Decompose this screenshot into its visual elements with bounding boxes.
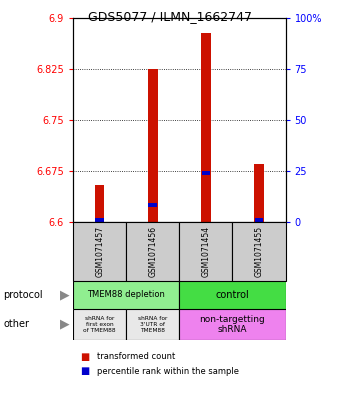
- Text: ■: ■: [80, 352, 89, 362]
- Bar: [126, 222, 180, 281]
- Bar: [201, 33, 211, 222]
- Bar: [179, 222, 233, 281]
- Bar: [73, 309, 126, 340]
- Text: TMEM88 depletion: TMEM88 depletion: [87, 290, 165, 299]
- Bar: [255, 218, 264, 222]
- Text: GSM1071456: GSM1071456: [148, 226, 157, 277]
- Bar: [95, 218, 104, 222]
- Text: transformed count: transformed count: [97, 353, 175, 361]
- Text: GSM1071454: GSM1071454: [201, 226, 210, 277]
- Text: shRNA for
first exon
of TMEM88: shRNA for first exon of TMEM88: [83, 316, 116, 332]
- Text: GSM1071457: GSM1071457: [95, 226, 104, 277]
- Text: percentile rank within the sample: percentile rank within the sample: [97, 367, 239, 376]
- Bar: [73, 222, 126, 281]
- Bar: [148, 69, 157, 222]
- Bar: [179, 281, 286, 309]
- Text: ■: ■: [80, 366, 89, 376]
- Text: control: control: [216, 290, 249, 300]
- Bar: [149, 203, 157, 207]
- Text: shRNA for
3'UTR of
TMEM88: shRNA for 3'UTR of TMEM88: [138, 316, 168, 332]
- Text: non-targetting
shRNA: non-targetting shRNA: [200, 314, 265, 334]
- Text: protocol: protocol: [3, 290, 43, 300]
- Bar: [202, 171, 210, 175]
- Bar: [73, 281, 179, 309]
- Bar: [254, 164, 264, 222]
- Text: GDS5077 / ILMN_1662747: GDS5077 / ILMN_1662747: [88, 10, 252, 23]
- Text: ▶: ▶: [60, 318, 69, 331]
- Text: ▶: ▶: [60, 288, 69, 301]
- Bar: [95, 185, 104, 222]
- Text: other: other: [3, 319, 29, 329]
- Bar: [126, 309, 180, 340]
- Bar: [179, 309, 286, 340]
- Bar: [233, 222, 286, 281]
- Text: GSM1071455: GSM1071455: [255, 226, 264, 277]
